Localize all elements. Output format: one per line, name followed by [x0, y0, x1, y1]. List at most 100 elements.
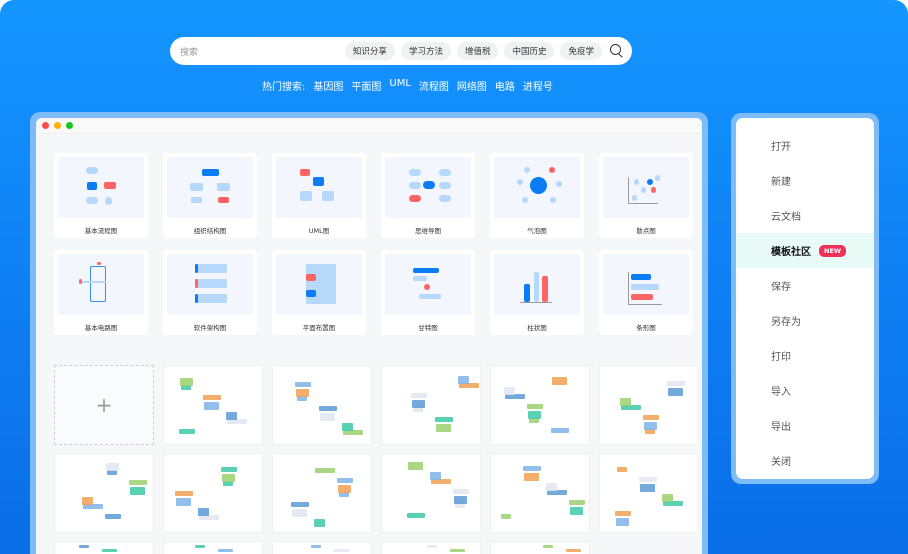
hot-search-link[interactable]: 基因图 [313, 82, 344, 93]
menu-item[interactable]: 新建 [736, 163, 874, 198]
icon-shape [439, 195, 451, 202]
hot-search-link[interactable]: 进程号 [522, 82, 553, 93]
search-chip[interactable]: 学习方法 [400, 42, 451, 60]
category-label: 组织结构图 [193, 227, 227, 235]
menu-item[interactable]: 云文档 [736, 198, 874, 233]
template-thumbnail[interactable] [490, 365, 590, 445]
icon-shape [87, 182, 97, 190]
template-grid: + [54, 365, 699, 554]
category-label: 条形图 [636, 324, 656, 332]
search-input[interactable]: 搜索 [180, 47, 199, 58]
menu-item[interactable]: 关闭 [736, 443, 874, 478]
template-thumbnail[interactable] [381, 541, 481, 554]
template-thumbnail[interactable] [381, 365, 481, 445]
category-card[interactable]: 柱状图 [490, 250, 584, 335]
thumbnail-shape [203, 395, 221, 400]
category-card[interactable]: 甘特图 [381, 250, 475, 335]
menu-item-label: 新建 [771, 177, 791, 188]
window-control-dot[interactable] [42, 122, 49, 129]
search-chip[interactable]: 免疫学 [560, 42, 602, 60]
window-control-dot[interactable] [54, 122, 61, 129]
icon-shape [419, 294, 441, 299]
template-thumbnail[interactable] [54, 453, 154, 533]
menu-item[interactable]: 保存 [736, 268, 874, 303]
menu-item[interactable]: 另存为 [736, 303, 874, 338]
template-thumbnail[interactable] [272, 365, 372, 445]
icon-shape [632, 195, 637, 201]
template-thumbnail[interactable] [490, 541, 590, 554]
thumbnail-shape [430, 472, 441, 480]
icon-shape [195, 294, 227, 303]
icon-shape [424, 284, 430, 290]
thumbnail-shape [453, 489, 469, 494]
category-card[interactable]: 软件架构图 [163, 250, 257, 335]
category-card[interactable]: 散点图 [599, 153, 693, 238]
org-chart-icon [167, 157, 253, 218]
category-card[interactable]: 思维导图 [381, 153, 475, 238]
template-thumbnail[interactable] [272, 541, 372, 554]
template-thumbnail[interactable] [599, 365, 699, 445]
category-card[interactable]: 组织结构图 [163, 153, 257, 238]
category-card[interactable]: 基本电路图 [54, 250, 148, 335]
new-blank-button[interactable]: + [54, 365, 154, 445]
thumbnail-shape [407, 513, 425, 518]
icon-shape [86, 197, 98, 204]
hot-search-link[interactable]: UML [389, 78, 411, 89]
template-thumbnail[interactable] [163, 541, 263, 554]
template-thumbnail[interactable] [599, 453, 699, 533]
icon-shape [195, 294, 198, 303]
window-title-bar [36, 118, 702, 134]
icon-shape [628, 177, 629, 203]
icon-shape [313, 177, 324, 186]
thumbnail-shape [527, 404, 543, 409]
icon-shape [628, 272, 629, 304]
search-icon[interactable] [610, 44, 624, 58]
category-label: 平面布置图 [302, 324, 336, 332]
template-thumbnail[interactable] [490, 453, 590, 533]
thumbnail-shape [570, 507, 583, 515]
thumbnail-shape [663, 501, 683, 506]
thumbnail-shape [412, 400, 425, 408]
column-chart-icon [494, 254, 580, 315]
icon-shape [542, 276, 548, 302]
menu-item[interactable]: 导入 [736, 373, 874, 408]
search-bar[interactable]: 搜索 知识分享 学习方法 增值税 中国历史 免疫学 [170, 37, 632, 65]
template-thumbnail[interactable] [54, 541, 154, 554]
category-card[interactable]: UML图 [272, 153, 366, 238]
icon-shape [217, 183, 230, 191]
thumbnail-shape [319, 406, 337, 411]
category-card[interactable]: 基本流程图 [54, 153, 148, 238]
thumbnail-shape [315, 468, 335, 473]
icon-shape [520, 302, 552, 303]
menu-item[interactable]: 模板社区 NEW [736, 233, 874, 268]
thumbnail-shape [218, 549, 233, 552]
hot-search-link[interactable]: 电路 [494, 82, 515, 93]
template-thumbnail[interactable] [163, 453, 263, 533]
window-control-dot[interactable] [66, 122, 73, 129]
icon-shape [191, 197, 202, 203]
hot-search-link[interactable]: 流程图 [418, 82, 449, 93]
category-label: 柱状图 [527, 324, 547, 332]
icon-shape [631, 294, 653, 300]
menu-item[interactable]: 打印 [736, 338, 874, 373]
menu-item[interactable]: 导出 [736, 408, 874, 443]
category-card[interactable]: 条形图 [599, 250, 693, 335]
category-card[interactable]: 气泡图 [490, 153, 584, 238]
search-chip[interactable]: 知识分享 [344, 42, 395, 60]
hot-search-link[interactable]: 平面图 [351, 82, 382, 93]
hot-search-link[interactable]: 网络图 [456, 82, 487, 93]
thumbnail-shape [338, 485, 351, 493]
template-thumbnail[interactable] [381, 453, 481, 533]
thumbnail-shape [198, 508, 209, 516]
search-chip[interactable]: 中国历史 [504, 42, 555, 60]
template-thumbnail[interactable] [272, 453, 372, 533]
menu-item-label: 导入 [771, 387, 791, 398]
thumbnail-shape [546, 483, 557, 491]
search-chip[interactable]: 增值税 [456, 42, 499, 60]
category-card[interactable]: 平面布置图 [272, 250, 366, 335]
thumbnail-shape [427, 545, 437, 548]
template-thumbnail[interactable] [163, 365, 263, 445]
icon-shape [549, 167, 555, 173]
menu-item[interactable]: 打开 [736, 128, 874, 163]
